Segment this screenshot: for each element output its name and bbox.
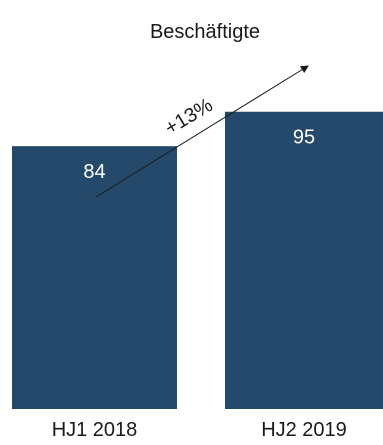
bars-layer: 84 95 xyxy=(12,111,383,410)
bar-value-label-1: 84 xyxy=(83,161,105,183)
bar-2 xyxy=(225,111,383,410)
category-label-1: HJ1 2018 xyxy=(52,419,138,441)
bar-1 xyxy=(12,146,177,409)
chart-title: Beschäftigte xyxy=(150,21,260,43)
bar-value-label-2: 95 xyxy=(293,127,315,149)
category-label-2: HJ2 2019 xyxy=(261,419,347,441)
x-axis-labels: HJ1 2018 HJ2 2019 xyxy=(52,419,347,441)
growth-label: +13% xyxy=(161,94,217,140)
growth-arrow xyxy=(95,65,309,198)
